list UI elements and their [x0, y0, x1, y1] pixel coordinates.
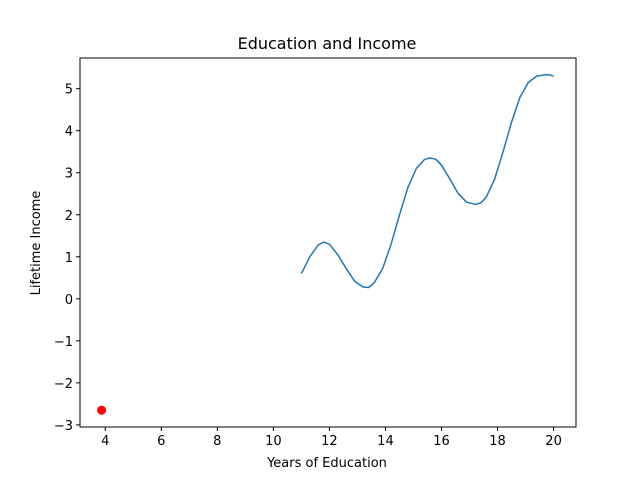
y-tick-label: −2	[54, 377, 73, 392]
scatter-point	[97, 405, 107, 415]
x-tick-label: 18	[489, 434, 506, 449]
x-tick-label: 20	[545, 434, 562, 449]
x-tick-label: 14	[377, 434, 394, 449]
x-tick-label: 10	[265, 434, 282, 449]
axes-frame	[79, 57, 577, 428]
x-axis-label: Years of Education	[266, 456, 387, 471]
y-tick-label: 2	[65, 209, 73, 224]
y-tick-label: −1	[54, 335, 73, 350]
x-tick-label: 6	[157, 434, 165, 449]
x-tick-label: 8	[213, 434, 221, 449]
y-tick-label: 3	[65, 167, 73, 182]
chart-title: Education and Income	[238, 34, 417, 53]
x-tick-label: 16	[433, 434, 450, 449]
y-tick-label: 1	[65, 251, 73, 266]
series-line	[300, 74, 554, 289]
y-axis-label: Lifetime Income	[29, 191, 44, 296]
y-tick-label: 5	[65, 83, 73, 98]
y-tick-label: −3	[54, 419, 73, 434]
x-tick-label: 12	[321, 434, 338, 449]
y-tick-label: 0	[65, 293, 73, 308]
x-tick-label: 4	[101, 434, 109, 449]
y-tick-label: 4	[65, 125, 73, 140]
